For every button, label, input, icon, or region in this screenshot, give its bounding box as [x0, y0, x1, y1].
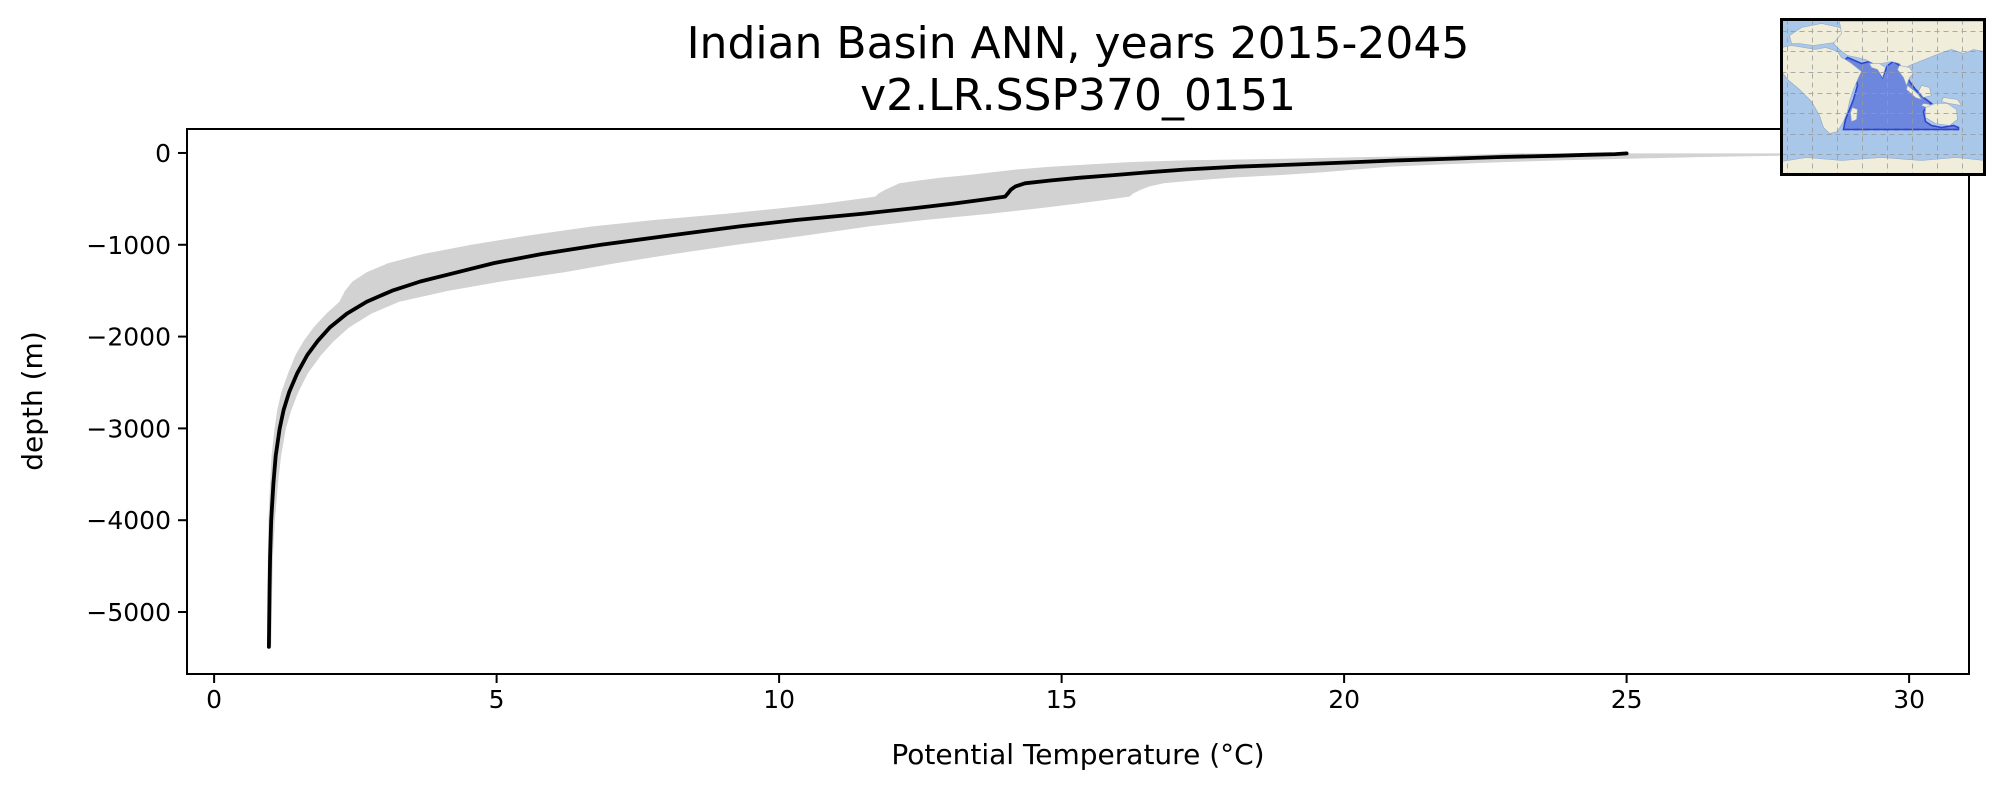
mean-profile-line [267, 151, 1629, 649]
x-tick-label: 20 [1328, 685, 1360, 714]
land-antarctica [1781, 157, 1985, 175]
plot-frame [186, 128, 1970, 675]
x-axis-label: Potential Temperature (°C) [891, 738, 1264, 771]
land-madagascar [1850, 107, 1858, 122]
x-tick-label: 15 [1046, 685, 1078, 714]
map-graticule [1781, 19, 1985, 175]
y-tick-label: −2000 [86, 323, 171, 352]
y-tick-label: −1000 [86, 231, 171, 260]
y-tick-label: −4000 [86, 506, 171, 535]
map-border [1780, 18, 1986, 176]
land-indochina [1897, 65, 1914, 87]
x-axis-ticks: 0 5 10 15 20 25 30 [206, 674, 1925, 714]
y-axis-ticks: 0 −1000 −2000 −3000 −4000 −5000 [86, 139, 187, 627]
y-axis-label: depth (m) [16, 331, 49, 471]
minmax-band [267, 153, 1876, 647]
land-australia [1925, 103, 1958, 126]
x-tick-label: 10 [763, 685, 795, 714]
land-sumatra [1906, 84, 1923, 101]
land-africa [1781, 45, 1862, 134]
x-tick-label: 5 [489, 685, 505, 714]
x-tick-label: 30 [1893, 685, 1925, 714]
land-new-guinea [1941, 97, 1963, 106]
inset-map [1780, 18, 1986, 176]
chart-title-line1: Indian Basin ANN, years 2015-2045 [687, 18, 1470, 69]
y-tick-label: −3000 [86, 414, 171, 443]
land-india [1869, 63, 1886, 79]
map-land [1781, 21, 1985, 175]
y-tick-label: −5000 [86, 598, 171, 627]
land-borneo [1918, 85, 1932, 98]
x-tick-label: 25 [1611, 685, 1643, 714]
chart-title-line2: v2.LR.SSP370_0151 [860, 70, 1296, 121]
y-tick-label: 0 [155, 139, 171, 168]
x-tick-label: 0 [206, 685, 222, 714]
